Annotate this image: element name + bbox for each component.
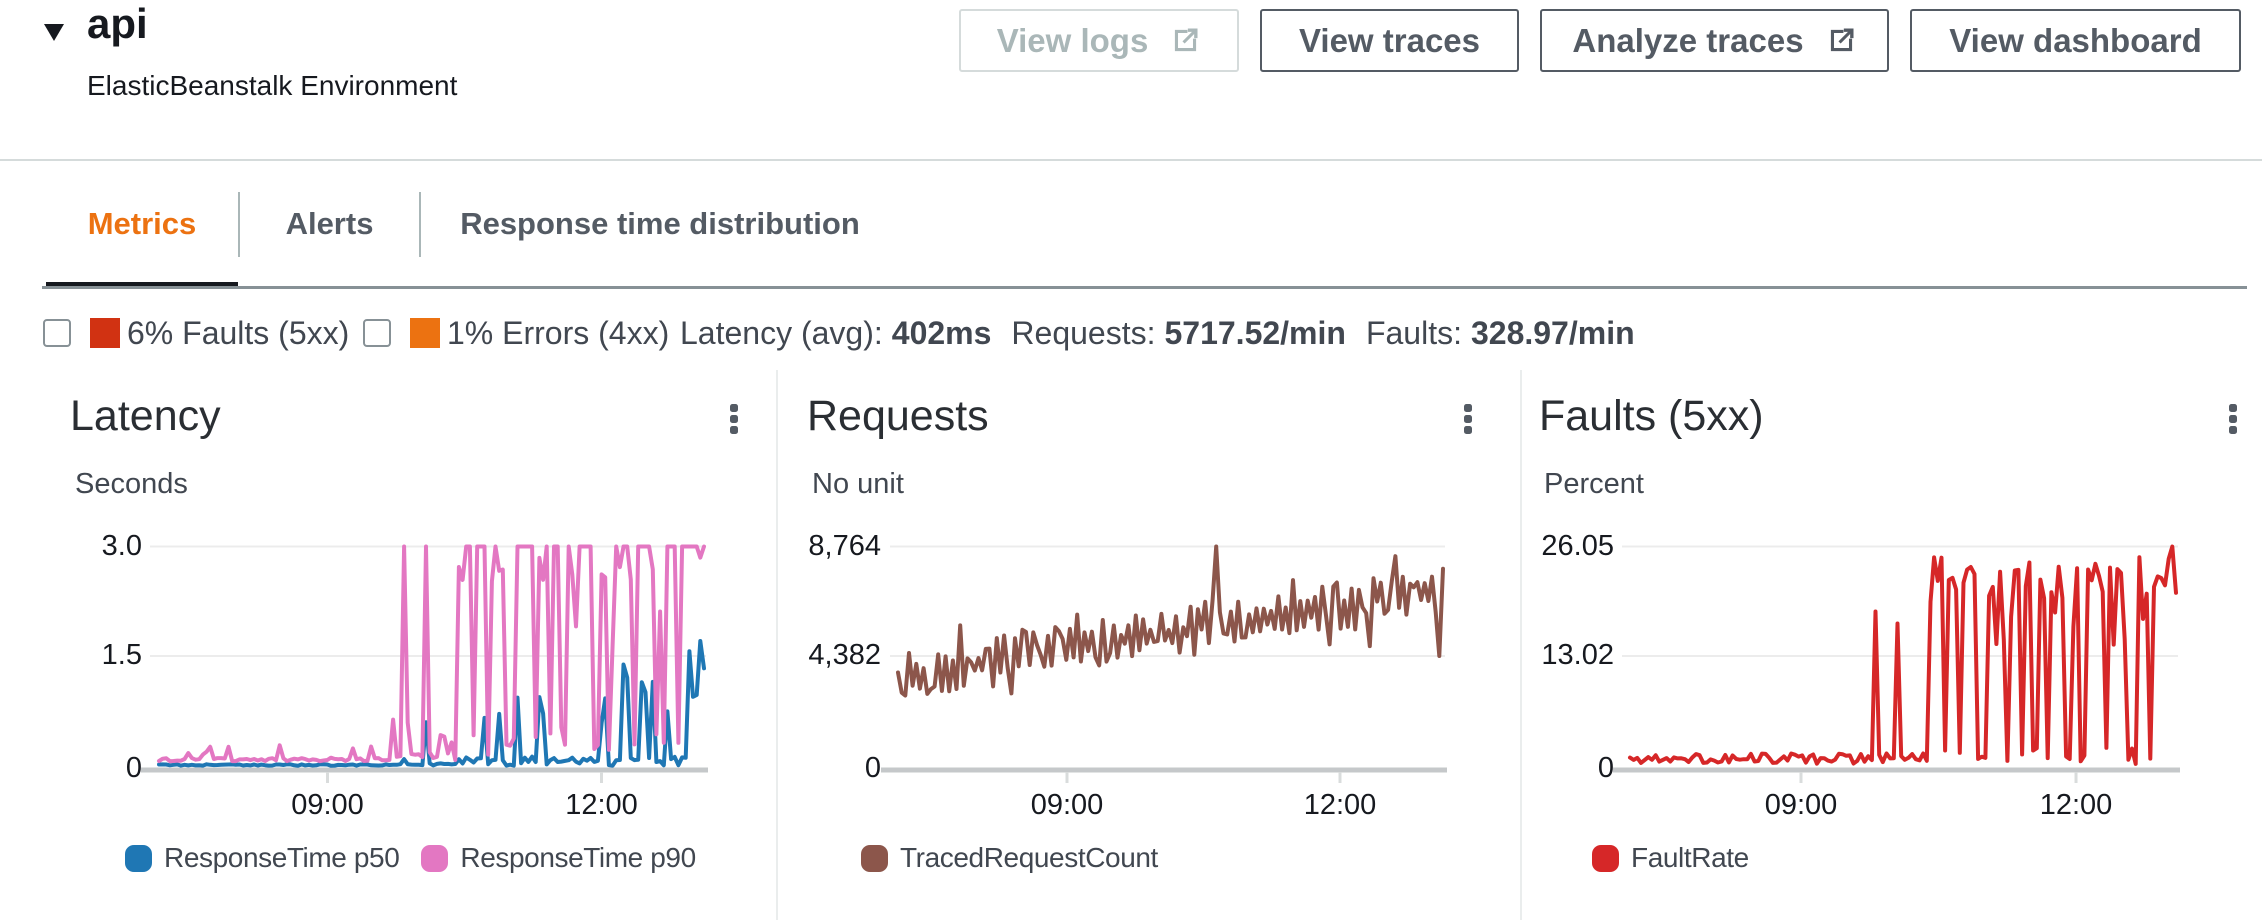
latency-ytick-0: 0 [125,752,142,784]
latency-panel: Latency Seconds 3.0 1.5 0 09:00 12:00 Re… [0,370,776,920]
summary-stats-row: Latency (avg): 402ms Requests: 5717.52/m… [680,315,1635,351]
external-link-icon [1175,28,1198,52]
latency-panel-menu-icon[interactable] [714,400,754,440]
tab-alerts[interactable]: Alerts [240,192,419,256]
tab-response-time-distribution[interactable]: Response time distribution [421,192,899,256]
stat-latency-label: Latency (avg): [680,314,883,351]
tab-separator [419,192,421,257]
requests-ytick-4382: 4,382 [808,639,881,671]
p50-legend-label: ResponseTime p50 [164,842,400,873]
stat-latency-value: 402ms [891,314,992,351]
traced-request-count-legend-label: TracedRequestCount [900,842,1158,873]
requests-ytick-8764: 8,764 [808,529,881,562]
errors-filter-label: 1% Errors (4xx) [447,315,670,351]
stat-requests: Requests: 5717.52/min [1011,315,1346,352]
requests-panel: Requests No unit 8,764 4,382 0 09:00 12:… [776,370,1520,920]
analyze-traces-button[interactable]: Analyze traces [1540,9,1889,72]
stat-requests-value: 5717.52/min [1164,314,1346,351]
faults-xtick-0900: 09:00 [1764,789,1838,821]
stat-faults-label: Faults: [1365,314,1462,351]
requests-xtick-1200: 12:00 [1303,789,1377,821]
page-subtitle: ElasticBeanstalk Environment [87,70,458,101]
faults-checkbox[interactable] [43,319,71,347]
latency-legend: ResponseTime p50 ResponseTime p90 [125,844,696,872]
filter-faults-5xx[interactable]: 6% Faults (5xx) [43,315,350,351]
faults-panel: Faults (5xx) Percent 26.05 13.02 0 09:00… [1520,370,2262,920]
view-logs-label: View logs [996,21,1149,59]
tab-metrics-label: Metrics [87,206,197,241]
page-title: api [87,0,148,47]
faults-legend: FaultRate [1592,844,1749,872]
faults-y-axis-unit: Percent [1544,468,1644,500]
faults-color-swatch [90,318,120,348]
active-tab-indicator [46,282,238,286]
tab-separator [238,192,240,257]
collapse-caret-icon[interactable] [44,24,64,41]
requests-legend: TracedRequestCount [861,844,1158,872]
latency-ytick-15: 1.5 [101,639,142,671]
faults-panel-menu-icon[interactable] [2213,400,2253,440]
faults-chart [1613,544,2180,783]
tab-metrics[interactable]: Metrics [46,192,238,256]
faults-ytick-0: 0 [1597,752,1614,784]
errors-checkbox[interactable] [363,319,391,347]
stat-faults-value: 328.97/min [1470,314,1635,351]
fault-rate-legend-label: FaultRate [1631,842,1749,873]
stat-requests-label: Requests: [1011,314,1156,351]
latency-panel-title: Latency [70,392,221,440]
analyze-traces-label: Analyze traces [1572,21,1804,59]
traced-request-count-legend-swatch [861,844,888,872]
requests-panel-menu-icon[interactable] [1448,400,1488,440]
legend-item-p90[interactable]: ResponseTime p90 [421,842,696,873]
external-link-icon [1830,28,1854,52]
requests-panel-title: Requests [807,392,989,440]
view-logs-button[interactable]: View logs [959,9,1239,72]
faults-filter-label: 6% Faults (5xx) [127,315,350,351]
latency-ytick-3: 3.0 [101,529,142,562]
view-dashboard-button[interactable]: View dashboard [1910,9,2241,72]
p90-legend-label: ResponseTime p90 [460,842,696,873]
filter-errors-4xx[interactable]: 1% Errors (4xx) [363,315,670,351]
latency-xtick-0900: 09:00 [291,789,364,821]
latency-y-axis-unit: Seconds [75,468,188,500]
stat-latency: Latency (avg): 402ms [680,315,991,352]
p90-legend-swatch [421,844,449,872]
stat-faults: Faults: 328.97/min [1366,315,1635,352]
fault-rate-legend-swatch [1592,844,1619,872]
latency-chart [141,544,708,783]
tab-alerts-label: Alerts [285,206,374,241]
legend-item-traced-request-count[interactable]: TracedRequestCount [861,844,1158,872]
tabs-bottom-border [42,286,2247,289]
legend-item-fault-rate[interactable]: FaultRate [1592,844,1749,872]
view-traces-label: View traces [1298,21,1481,59]
faults-ytick-1302: 13.02 [1541,639,1614,671]
latency-xtick-1200: 12:00 [565,789,638,821]
legend-item-p50[interactable]: ResponseTime p50 [125,842,400,873]
tab-response-time-distribution-label: Response time distribution [460,206,860,241]
p50-legend-swatch [125,844,152,872]
faults-ytick-2605: 26.05 [1541,529,1614,562]
header-divider [0,159,2262,161]
requests-ytick-0: 0 [864,752,881,784]
requests-y-axis-unit: No unit [812,468,904,500]
view-traces-button[interactable]: View traces [1260,9,1519,72]
requests-chart [881,544,1447,783]
errors-color-swatch [410,318,440,348]
view-dashboard-label: View dashboard [1949,21,2202,59]
faults-panel-title: Faults (5xx) [1539,392,1764,440]
faults-xtick-1200: 12:00 [2039,789,2113,821]
requests-xtick-0900: 09:00 [1030,789,1104,821]
